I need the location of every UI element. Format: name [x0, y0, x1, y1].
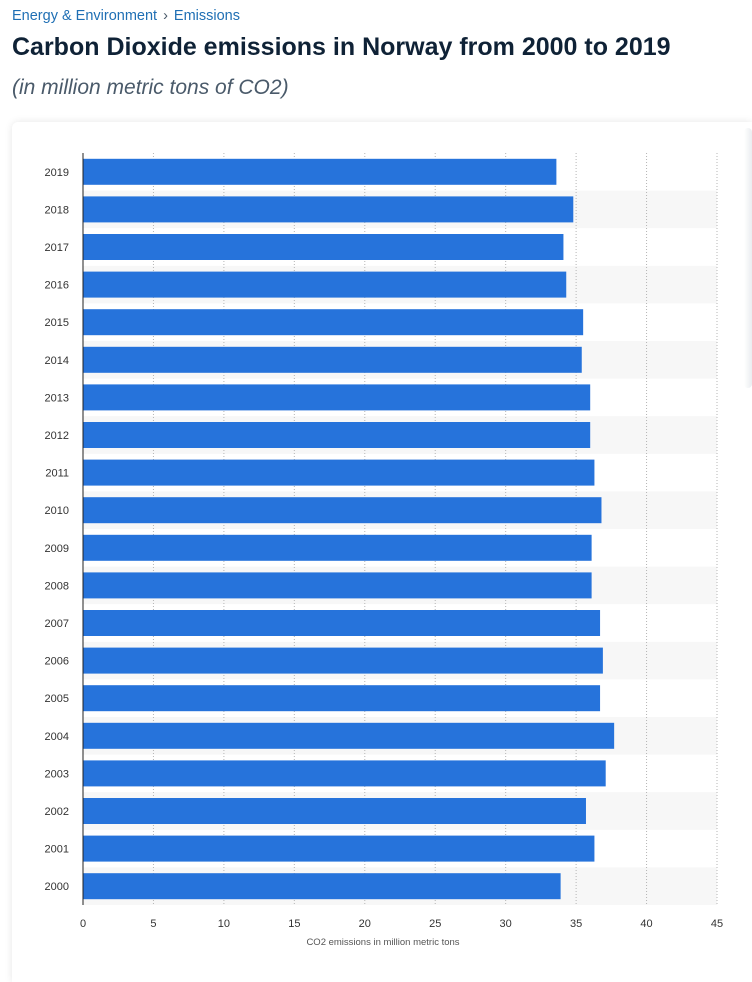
y-axis-labels: 2019 2018 2017 2016 2015 2014 2013 2012 2011 2010…	[45, 167, 69, 893]
bar-2016[interactable]	[83, 271, 567, 298]
y-tick-label: 2011	[45, 468, 69, 480]
bar-2010[interactable]	[83, 497, 602, 524]
bar-2005[interactable]	[83, 685, 601, 712]
y-tick-label: 2004	[45, 731, 69, 743]
bar-2004[interactable]	[83, 722, 615, 749]
y-tick-label: 2007	[45, 618, 69, 630]
bar-2015[interactable]	[83, 309, 584, 336]
x-tick-label: 15	[288, 918, 300, 930]
bar-2003[interactable]	[83, 760, 606, 787]
side-panel-edge	[744, 128, 752, 388]
bar-2001[interactable]	[83, 835, 595, 862]
x-tick-label: 5	[150, 918, 156, 930]
x-tick-label: 0	[80, 918, 86, 930]
y-tick-label: 2003	[45, 768, 69, 780]
breadcrumb-link-emissions[interactable]: Emissions	[173, 8, 240, 24]
breadcrumb: Energy & Environment › Emissions	[12, 8, 240, 24]
x-axis-labels: 0 5 10 15 20 25 30 35 40 45	[80, 918, 723, 930]
y-tick-label: 2019	[45, 167, 69, 179]
bar-2000[interactable]	[83, 873, 561, 900]
y-tick-label: 2012	[45, 430, 69, 442]
page-title: Carbon Dioxide emissions in Norway from …	[12, 33, 671, 61]
bar-2008[interactable]	[83, 572, 592, 599]
breadcrumb-link-energy-environment[interactable]: Energy & Environment	[12, 8, 158, 24]
breadcrumb-separator: ›	[163, 8, 168, 24]
y-tick-label: 2015	[45, 317, 69, 329]
y-tick-label: 2006	[45, 656, 69, 668]
x-tick-label: 20	[359, 918, 371, 930]
y-tick-label: 2000	[45, 881, 69, 893]
y-tick-label: 2008	[45, 580, 69, 592]
bar-2017[interactable]	[83, 234, 564, 260]
grid-lines	[152, 153, 718, 905]
bar-2012[interactable]	[83, 422, 591, 448]
x-tick-label: 35	[570, 918, 582, 930]
bar-2002[interactable]	[83, 798, 586, 824]
bar-2006[interactable]	[83, 647, 603, 674]
bar-2011[interactable]	[83, 459, 595, 486]
x-tick-label: 40	[640, 918, 652, 930]
y-tick-label: 2013	[45, 392, 69, 404]
y-tick-label: 2005	[45, 693, 69, 705]
page-subtitle: (in million metric tons of CO2)	[12, 76, 289, 99]
bar-2018[interactable]	[83, 196, 574, 223]
bar-2019[interactable]	[83, 158, 557, 185]
bars	[83, 158, 615, 900]
y-tick-label: 2018	[45, 204, 69, 216]
y-tick-label: 2002	[45, 806, 69, 818]
bar-2013[interactable]	[83, 384, 591, 411]
x-tick-label: 45	[711, 918, 723, 930]
x-tick-label: 25	[429, 918, 441, 930]
y-tick-label: 2014	[45, 355, 69, 367]
bar-2009[interactable]	[83, 534, 592, 561]
y-tick-label: 2001	[45, 844, 69, 856]
x-tick-label: 30	[500, 918, 512, 930]
bar-2007[interactable]	[83, 610, 601, 636]
y-tick-label: 2009	[45, 543, 69, 555]
bar-2014[interactable]	[83, 346, 582, 373]
x-axis-title: CO2 emissions in million metric tons	[306, 937, 459, 948]
x-tick-label: 10	[218, 918, 230, 930]
y-tick-label: 2016	[45, 280, 69, 292]
y-tick-label: 2017	[45, 242, 69, 254]
y-tick-label: 2010	[45, 505, 69, 517]
